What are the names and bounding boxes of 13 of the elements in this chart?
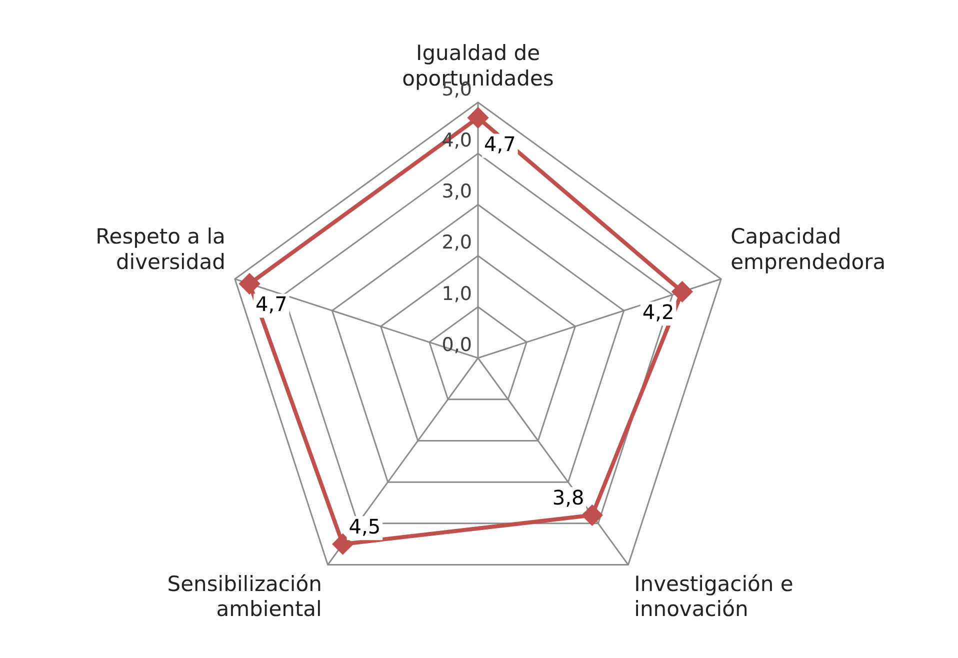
y-tick-label: 0,0 [442,334,472,356]
y-tick-label: 2,0 [442,232,472,254]
data-label: 4,7 [255,292,288,316]
y-tick-label: 1,0 [442,282,472,305]
spoke-label: Investigación e innovación [634,572,794,622]
spoke-label: Capacidad emprendedora [730,224,886,274]
data-label: 4,7 [484,132,516,156]
spoke-label: Respeto a la diversidad [96,224,226,274]
data-label: 4,5 [348,514,381,538]
data-label: 4,2 [642,300,674,324]
data-label: 3,8 [552,485,584,510]
y-tick-label: 3,0 [442,180,472,203]
spoke-label: Sensibilización ambiental [167,572,322,622]
